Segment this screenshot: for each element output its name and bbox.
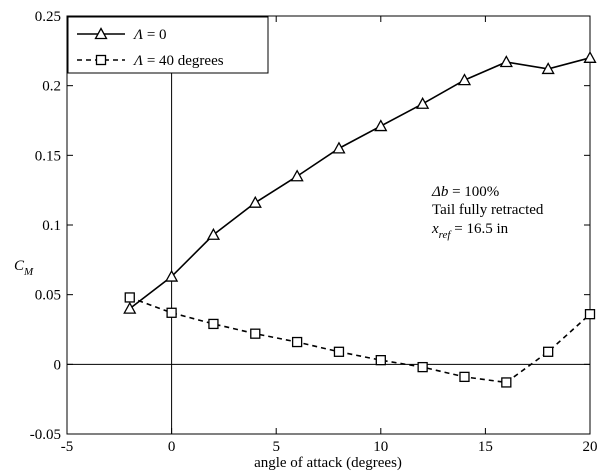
y-axis-title: CM [14,258,34,278]
y-tick-label: 0.05 [35,288,61,304]
series-1 [123,50,597,314]
triangle-marker [583,50,597,63]
x-tick-label: 5 [272,439,280,455]
y-tick-label: 0.15 [35,148,61,164]
annotation-line-2: Tail fully retracted [432,202,544,218]
y-axis-ticks: -0.05 0 0.05 0.1 0.15 0.2 0.25 [30,9,590,443]
x-tick-label: -5 [61,439,74,455]
square-marker [291,336,303,348]
square-marker [208,318,219,330]
triangle-marker [499,55,513,68]
triangle-marker [123,301,137,314]
legend: Λ = 0 Λ = 40 degrees [67,16,269,74]
plot-frame [66,15,591,435]
y-tick-label: 0.2 [42,79,61,95]
x-tick-label: 10 [373,439,388,455]
triangle-marker [416,96,430,109]
square-marker [459,371,470,383]
triangle-marker [457,73,472,86]
square-marker [124,292,135,303]
triangle-marker [206,227,221,240]
legend-square-marker-icon [95,54,107,66]
square-marker [250,328,261,339]
legend-triangle-marker-icon [94,27,108,40]
x-tick-label: 20 [583,439,597,455]
triangle-marker [165,269,179,282]
legend-label-series-2: Λ = 40 degrees [132,53,224,69]
square-marker [543,346,554,357]
square-marker [333,346,345,357]
triangle-marker [541,62,555,75]
triangle-marker [374,119,388,132]
annotation-line-3: xref = 16.5 in [431,221,509,241]
triangle-marker [290,169,304,182]
square-marker [417,361,428,373]
x-tick-label: 15 [478,439,493,455]
series-layer [123,50,597,388]
y-tick-label: 0 [54,357,62,373]
annotation: Δb = 100% Tail fully retracted xref = 16… [431,184,544,241]
triangle-marker [332,141,346,154]
square-marker [166,307,177,318]
x-axis-title: angle of attack (degrees) [254,455,402,471]
annotation-line-1: Δb = 100% [431,184,499,200]
triangle-marker [248,195,262,208]
square-marker [375,355,386,366]
series-1-line [129,57,591,310]
y-tick-label: 0.25 [35,9,61,25]
legend-label-series-1: Λ = 0 [132,27,167,43]
y-tick-label: 0.1 [42,218,61,234]
x-axis-ticks: -5 0 5 10 15 20 [61,16,597,455]
y-tick-label: -0.05 [30,427,61,443]
series-2 [124,292,596,388]
square-marker [501,377,512,388]
series-2-line [129,296,591,384]
square-marker [584,309,596,320]
x-tick-label: 0 [168,439,176,455]
